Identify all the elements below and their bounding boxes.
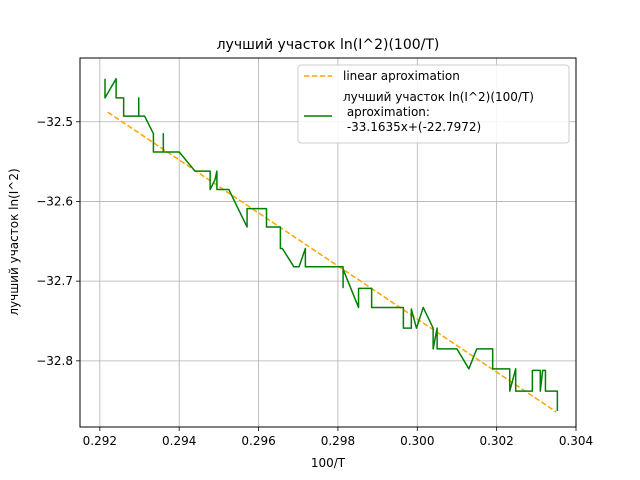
legend: linear aproximation лучший участок ln(I^… — [297, 64, 570, 144]
y-tick-label: −32.8 — [36, 354, 73, 368]
legend-entry-data-line: -33.1635x+(-22.7972) — [343, 120, 481, 134]
plot-area — [104, 77, 559, 413]
series-layer — [104, 77, 559, 413]
x-tick-label: 0.292 — [83, 434, 117, 448]
series-line-data — [104, 77, 559, 412]
x-tick-label: 0.300 — [400, 434, 434, 448]
legend-entry-linear: linear aproximation — [343, 69, 460, 83]
x-axis-label: 100/T — [311, 456, 346, 470]
legend-entry-data-line: aproximation: — [343, 105, 430, 119]
chart-title: лучший участок ln(I^2)(100/T) — [217, 37, 440, 53]
legend-entry-data: лучший участок ln(I^2)(100/T) aproximati… — [343, 90, 534, 134]
y-tick-label: −32.5 — [36, 115, 73, 129]
x-tick-label: 0.294 — [162, 434, 196, 448]
y-tick-label: −32.7 — [36, 274, 73, 288]
x-tick-label: 0.298 — [321, 434, 355, 448]
legend-box — [297, 64, 570, 144]
x-axis-ticks: 0.292 0.294 0.296 0.298 0.300 0.302 0.304 — [83, 427, 593, 448]
x-tick-label: 0.304 — [559, 434, 593, 448]
y-axis-ticks: −32.5 −32.6 −32.7 −32.8 — [36, 115, 80, 368]
legend-entry-data-line: лучший участок ln(I^2)(100/T) — [343, 90, 534, 104]
x-tick-label: 0.296 — [241, 434, 275, 448]
axes-frame — [79, 57, 577, 428]
series-line-linear-approximation — [107, 111, 557, 413]
y-axis-label: лучший участок ln(I^2) — [7, 168, 21, 315]
y-tick-label: −32.6 — [36, 194, 73, 208]
x-tick-label: 0.302 — [479, 434, 513, 448]
